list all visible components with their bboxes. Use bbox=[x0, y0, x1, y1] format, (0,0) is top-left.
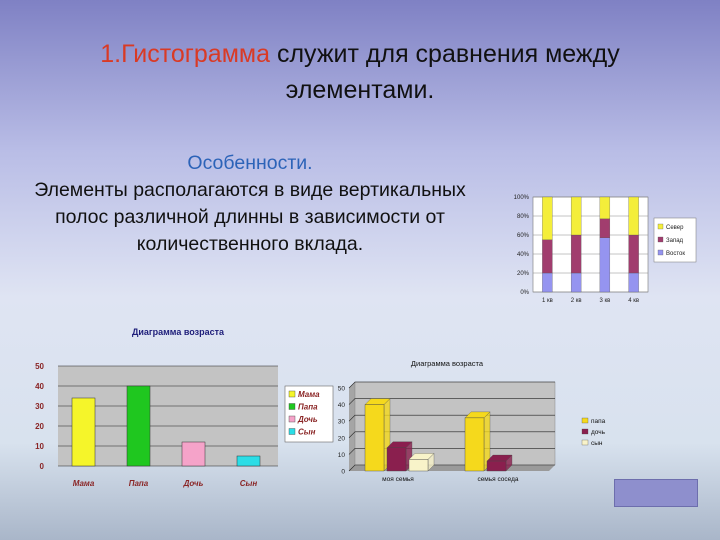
x-tick-label: Папа bbox=[129, 479, 149, 488]
y-tick-label: 0% bbox=[520, 290, 529, 296]
age-3d-bar-chart: Диаграмма возраста 0 10 20 30 40 50 моя семья се… bbox=[338, 359, 606, 483]
legend-label: Дочь bbox=[297, 415, 318, 424]
legend-swatch bbox=[288, 428, 296, 435]
legend-swatch bbox=[288, 390, 296, 398]
x-tick-label: 1 кв bbox=[542, 298, 553, 304]
bar-segment bbox=[570, 234, 582, 274]
bar-segment bbox=[628, 272, 639, 293]
bar-segment bbox=[599, 237, 611, 293]
y-tick-label: 10 bbox=[338, 452, 346, 459]
features-heading: Особенности. bbox=[187, 152, 313, 174]
y-tick-label: 30 bbox=[35, 402, 44, 411]
bar-segment bbox=[570, 196, 582, 236]
bar bbox=[236, 455, 261, 467]
gridline bbox=[348, 381, 555, 389]
bar-segment bbox=[599, 196, 611, 220]
bar bbox=[386, 447, 407, 472]
title-highlight: 1.Гистограмма bbox=[100, 40, 270, 68]
x-tick-label: семья соседа bbox=[477, 476, 518, 483]
x-tick-label: 3 кв bbox=[599, 298, 610, 304]
x-tick-label: Мама bbox=[73, 479, 95, 488]
bar bbox=[181, 441, 206, 467]
y-tick-label: 50 bbox=[35, 362, 44, 371]
bar-segment bbox=[628, 234, 639, 274]
x-tick-label: 4 кв bbox=[628, 298, 639, 304]
bar-segment bbox=[542, 196, 553, 240]
legend-swatch bbox=[581, 428, 589, 435]
title-rest: служит для сравнения между элементами. bbox=[270, 40, 620, 104]
legend-label: папа bbox=[591, 418, 606, 425]
x-tick-label: моя семья bbox=[382, 476, 414, 483]
y-tick-label: 100% bbox=[514, 195, 530, 201]
y-tick-label: 50 bbox=[338, 386, 346, 393]
y-tick-label: 20 bbox=[35, 422, 44, 431]
bar bbox=[364, 404, 385, 472]
legend-swatch bbox=[288, 415, 296, 423]
y-tick-label: 10 bbox=[35, 442, 44, 451]
y-tick-label: 40 bbox=[35, 382, 44, 391]
x-tick-label: 2 кв bbox=[571, 298, 582, 304]
bar-segment bbox=[599, 218, 611, 239]
y-tick-label: 20 bbox=[338, 435, 346, 442]
legend-swatch bbox=[657, 236, 664, 243]
bar bbox=[464, 417, 485, 472]
legend-swatch bbox=[657, 249, 664, 256]
x-tick-label: Сын bbox=[240, 479, 258, 488]
legend-swatch bbox=[288, 403, 296, 410]
y-tick-label: 60% bbox=[517, 233, 530, 239]
bar bbox=[408, 459, 429, 472]
y-tick-label: 40 bbox=[338, 402, 346, 409]
legend-swatch bbox=[581, 417, 589, 424]
y-tick-label: 0 bbox=[40, 462, 45, 471]
stacked-percent-chart: 0% 20% 40% 60% 80% 100% 1 кв 2 кв 3 кв 4 кв Север З… bbox=[514, 195, 697, 304]
y-tick-label: 0 bbox=[341, 469, 345, 476]
y-tick-label: 80% bbox=[517, 214, 530, 220]
bar bbox=[126, 385, 151, 467]
legend-label: Восток bbox=[666, 251, 685, 257]
slide-title: 1.Гистограмма служит для сравнения между… bbox=[40, 36, 680, 108]
bar bbox=[486, 460, 507, 472]
y-tick-label: 20% bbox=[517, 271, 530, 277]
gridline bbox=[348, 398, 555, 405]
bar bbox=[71, 397, 96, 467]
x-tick-label: Дочь bbox=[183, 479, 204, 488]
legend-swatch bbox=[657, 223, 664, 230]
chart-title: Диаграмма возраста bbox=[411, 359, 484, 368]
legend-label: Мама bbox=[298, 390, 320, 399]
y-tick-label: 40% bbox=[517, 252, 530, 258]
chart-title: Диаграмма возраста bbox=[132, 327, 225, 337]
legend-label: Сын bbox=[298, 428, 316, 437]
legend-label: дочь bbox=[591, 429, 606, 436]
next-slide-button[interactable] bbox=[614, 479, 698, 507]
legend-label: Папа bbox=[298, 403, 318, 412]
legend-label: сын bbox=[591, 440, 603, 447]
bar-segment bbox=[542, 272, 553, 293]
age-bar-chart: Диаграмма возраста 0 10 20 30 40 50 Мама Папа Доч… bbox=[35, 327, 334, 488]
plot-side-wall bbox=[349, 382, 355, 471]
y-tick-label: 30 bbox=[338, 419, 346, 426]
legend-label: Запад bbox=[666, 238, 684, 244]
bar-segment bbox=[570, 272, 582, 293]
bar-segment bbox=[628, 196, 639, 236]
legend-label: Север bbox=[666, 225, 684, 231]
features-text: Элементы располагаются в виде вертикальн… bbox=[34, 179, 466, 255]
legend-swatch bbox=[581, 439, 589, 446]
bar-segment bbox=[542, 239, 553, 274]
features-block: Особенности. Элементы располагаются в ви… bbox=[20, 150, 480, 258]
